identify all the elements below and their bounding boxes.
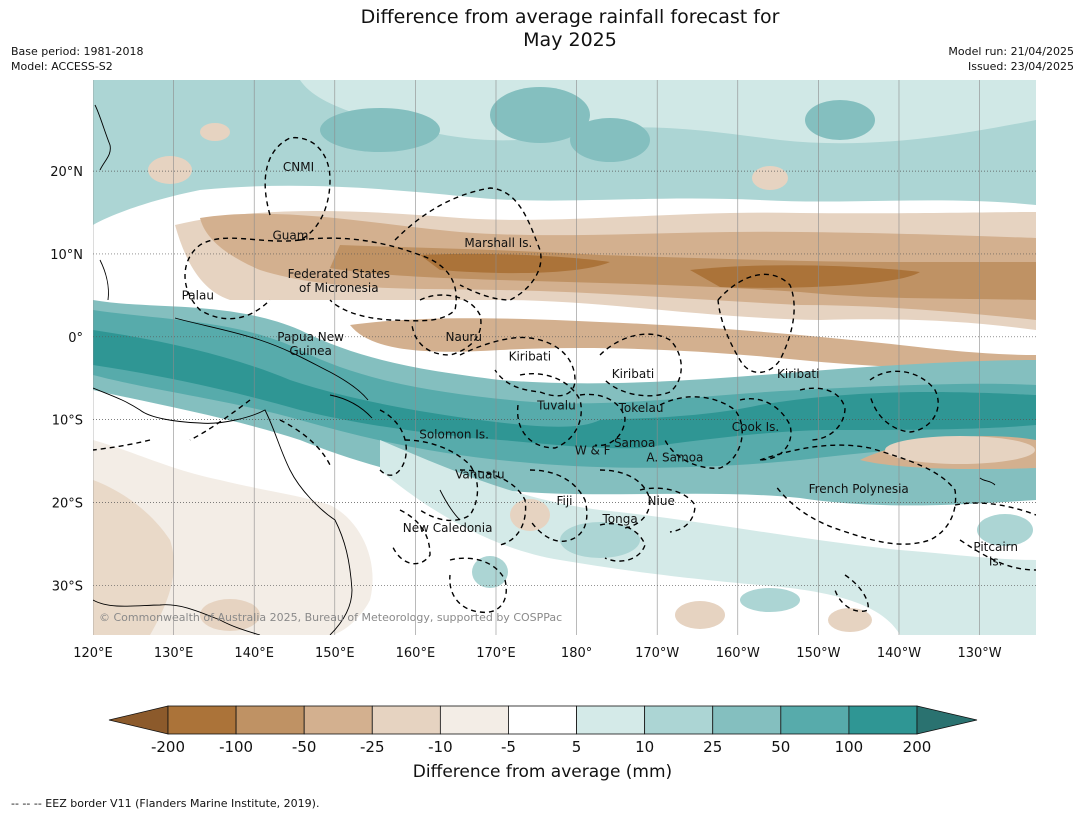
place-label-5: Palau (182, 288, 214, 302)
colorbar-segment-4 (439, 705, 509, 735)
colorbar-tick-label-2: -50 (292, 738, 317, 756)
lon-tick-label-9: 150°W (796, 646, 840, 661)
rainfall-field (93, 80, 1036, 635)
place-label-7: Guinea (289, 344, 332, 358)
place-label-9: Kiribati (509, 350, 551, 364)
place-label-3: Federated States (288, 267, 390, 281)
lat-tick-label-0: 20°N (50, 165, 83, 180)
colorbar-tick-label-6: 5 (572, 738, 582, 756)
colorbar-tick-label-4: -10 (428, 738, 453, 756)
place-label-8: Nauru (446, 330, 482, 344)
colorbar-segment-9 (780, 705, 850, 735)
place-label-24: New Caledonia (403, 521, 493, 535)
lon-tick-label-8: 160°W (716, 646, 760, 661)
eez-footnote: -- -- -- EEZ border V11 (Flanders Marine… (11, 797, 320, 810)
lon-tick-label-5: 170°E (476, 646, 516, 661)
colorbar-high-extend (916, 705, 978, 735)
place-label-18: A. Samoa (646, 451, 703, 465)
colorbar-tick-label-0: -200 (151, 738, 185, 756)
map-title: Difference from average rainfall forecas… (0, 6, 1085, 52)
place-label-2: Marshall Is. (464, 236, 532, 250)
place-label-14: Solomon Is. (419, 428, 489, 442)
colorbar-tick-label-11: 200 (903, 738, 932, 756)
eez-borders (93, 136, 1036, 614)
lon-tick-label-3: 150°E (315, 646, 355, 661)
lon-tick-label-7: 170°W (635, 646, 679, 661)
colorbar-segment-0 (167, 705, 237, 735)
colorbar-tick-label-1: -100 (219, 738, 253, 756)
anomaly-shading (93, 80, 1036, 635)
place-label-4: of Micronesia (299, 281, 379, 295)
issued-date: Issued: 23/04/2025 (967, 60, 1074, 73)
place-label-26: Is. (989, 554, 1003, 568)
colorbar-tick-label-7: 10 (635, 738, 654, 756)
lon-tick-label-10: 140°W (877, 646, 921, 661)
title-line-2: May 2025 (523, 29, 617, 51)
lon-tick-label-6: 180° (561, 646, 592, 661)
lat-tick-label-4: 20°S (52, 496, 83, 511)
lon-tick-label-1: 130°E (154, 646, 194, 661)
lat-tick-label-5: 30°S (52, 579, 83, 594)
place-label-15: Cook Is. (732, 420, 779, 434)
colorbar-segment-2 (303, 705, 373, 735)
colorbar-low-extend (108, 705, 169, 735)
base-period: Base period: 1981-2018 (11, 45, 144, 58)
lat-tick-label-1: 10°N (50, 248, 83, 263)
lat-tick-label-3: 10°S (52, 414, 83, 429)
colorbar: -200 -100 -50 -25 -10 -5 5 10 25 50 100 200 (108, 705, 978, 756)
colorbar-title: Difference from average (mm) (412, 762, 673, 782)
place-label-13: Tokelau (618, 401, 664, 415)
copyright-text: © Commonwealth of Australia 2025, Bureau… (99, 611, 562, 624)
colorbar-tick-label-5: -5 (501, 738, 516, 756)
lon-tick-label-0: 120°E (73, 646, 113, 661)
colorbar-segment-5 (508, 705, 577, 735)
graticule (93, 80, 1036, 635)
place-label-1: Guam (272, 229, 308, 243)
place-label-17: W & F (575, 443, 611, 457)
colorbar-tick-label-9: 50 (771, 738, 790, 756)
place-label-19: Vanuatu (455, 467, 505, 481)
colorbar-tick-label-3: -25 (360, 738, 385, 756)
lon-tick-label-11: 130°W (957, 646, 1001, 661)
latitude-ticks: 20°N 10°N 0° 10°S 20°S 30°S (50, 165, 83, 594)
colorbar-segment-3 (371, 705, 441, 735)
place-label-25: Pitcairn (973, 540, 1018, 554)
place-label-21: Fiji (556, 494, 572, 508)
meta-right: Model run: 21/04/2025 Issued: 23/04/2025 (948, 44, 1074, 74)
colorbar-segment-7 (644, 705, 714, 735)
coastlines (93, 104, 996, 635)
model-name: Model: ACCESS-S2 (11, 60, 113, 73)
place-label-10: Kiribati (612, 367, 654, 381)
place-label-23: Tonga (602, 512, 638, 526)
colorbar-segment-8 (712, 705, 782, 735)
meta-left: Base period: 1981-2018 Model: ACCESS-S2 (11, 44, 143, 74)
model-run: Model run: 21/04/2025 (948, 45, 1074, 58)
colorbar-segment-6 (576, 705, 646, 735)
title-line-1: Difference from average rainfall forecas… (360, 6, 780, 28)
longitude-ticks: 120°E 130°E 140°E 150°E 160°E 170°E 180° 170°W 1… (73, 646, 1002, 661)
place-label-0: CNMI (283, 160, 314, 174)
place-label-11: Kiribati (777, 367, 819, 381)
colorbar-segment-1 (235, 705, 305, 735)
colorbar-segment-10 (848, 705, 918, 735)
place-label-22: Niue (648, 494, 675, 508)
lon-tick-label-4: 160°E (396, 646, 436, 661)
place-label-12: Tuvalu (536, 399, 576, 413)
colorbar-tick-label-8: 25 (703, 738, 722, 756)
colorbar-tick-label-10: 100 (835, 738, 864, 756)
lat-tick-label-2: 0° (68, 331, 83, 346)
place-label-20: French Polynesia (809, 482, 909, 496)
lon-tick-label-2: 140°E (234, 646, 274, 661)
place-label-6: Papua New (277, 330, 344, 344)
place-label-16: Samoa (614, 436, 655, 450)
